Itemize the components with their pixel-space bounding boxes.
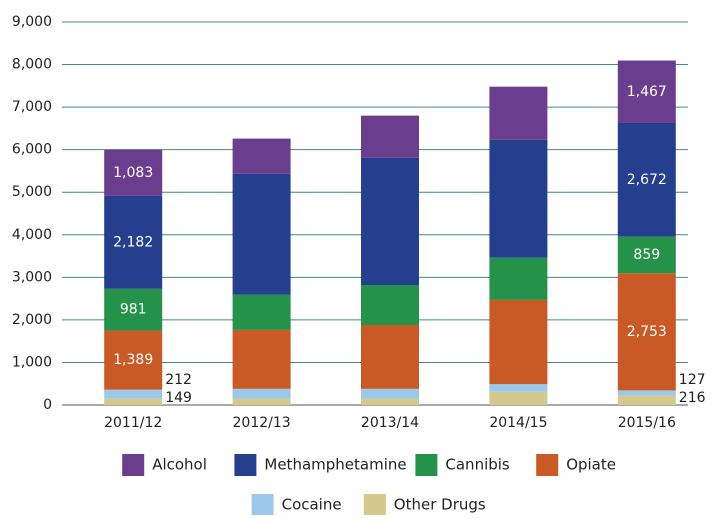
y-tick-label: 7,000	[12, 99, 52, 115]
legend-swatch	[234, 454, 257, 476]
bar-segment	[489, 299, 548, 385]
bar-segment	[232, 388, 291, 399]
value-label: 2,182	[113, 234, 153, 250]
bar-segment	[232, 329, 291, 389]
bar-segment	[104, 149, 163, 196]
legend-swatch	[363, 494, 386, 516]
y-tick-label: 1,000	[12, 354, 52, 370]
x-tick-label: 2015/16	[618, 415, 676, 431]
bar-segment	[489, 257, 548, 300]
bar-segment	[104, 288, 163, 331]
value-label: 149	[165, 390, 192, 406]
x-tick-label: 2012/13	[233, 415, 291, 431]
legend-label: Other Drugs	[394, 496, 486, 514]
legend-swatch	[251, 494, 274, 516]
legend-label: Opiate	[566, 456, 616, 474]
x-tick-label: 2013/14	[361, 415, 419, 431]
y-tick-label: 4,000	[12, 227, 52, 243]
legend-label: Cannibis	[445, 456, 510, 474]
bar-segment	[232, 398, 291, 405]
y-tick-label: 8,000	[12, 57, 52, 73]
y-tick-label: 0	[43, 397, 52, 413]
value-label: 1,389	[113, 352, 153, 368]
bar-segment	[617, 273, 676, 391]
y-tick-label: 5,000	[12, 184, 52, 200]
bar-segment	[489, 384, 548, 392]
legend-swatch	[415, 454, 438, 476]
value-label: 1,083	[113, 165, 153, 181]
y-tick-label: 9,000	[12, 14, 52, 30]
value-label: 2,753	[627, 324, 667, 340]
value-label: 1,467	[627, 84, 667, 100]
bar-segment	[489, 139, 548, 258]
value-label: 212	[165, 372, 192, 388]
legend-swatch	[122, 454, 145, 476]
legend-swatch	[536, 454, 559, 476]
legend-label: Cocaine	[282, 496, 342, 514]
bar-segment	[104, 195, 163, 289]
x-tick-label: 2014/15	[489, 415, 547, 431]
value-label: 216	[679, 390, 706, 406]
bar-segment	[104, 398, 163, 405]
bar-segment	[489, 86, 548, 140]
value-label: 127	[679, 372, 706, 388]
bar-segment	[361, 284, 419, 325]
bar-segment	[361, 398, 419, 405]
bar-segment	[104, 389, 163, 399]
bar-segment	[361, 157, 419, 285]
bar-segment	[232, 138, 291, 174]
bar-segment	[617, 390, 676, 396]
bar-segment	[617, 122, 676, 237]
bar-segment	[489, 391, 548, 405]
bar-segment	[232, 294, 291, 330]
value-label: 981	[120, 302, 147, 318]
x-tick-label: 2011/12	[104, 415, 162, 431]
bar-segment	[617, 395, 676, 405]
bar-segment	[361, 115, 419, 158]
legend-label: Methamphetamine	[264, 456, 406, 474]
bar-segment	[617, 60, 676, 123]
y-tick-label: 6,000	[12, 142, 52, 158]
value-label: 859	[633, 247, 660, 263]
bar-segment	[361, 324, 419, 389]
y-tick-label: 3,000	[12, 269, 52, 285]
value-label: 2,672	[627, 172, 667, 188]
y-tick-label: 2,000	[12, 312, 52, 328]
bar-segment	[361, 388, 419, 399]
legend-label: Alcohol	[152, 456, 207, 474]
bar-segment	[232, 173, 291, 295]
bar-segment	[617, 236, 676, 274]
bar-segment	[104, 330, 163, 390]
